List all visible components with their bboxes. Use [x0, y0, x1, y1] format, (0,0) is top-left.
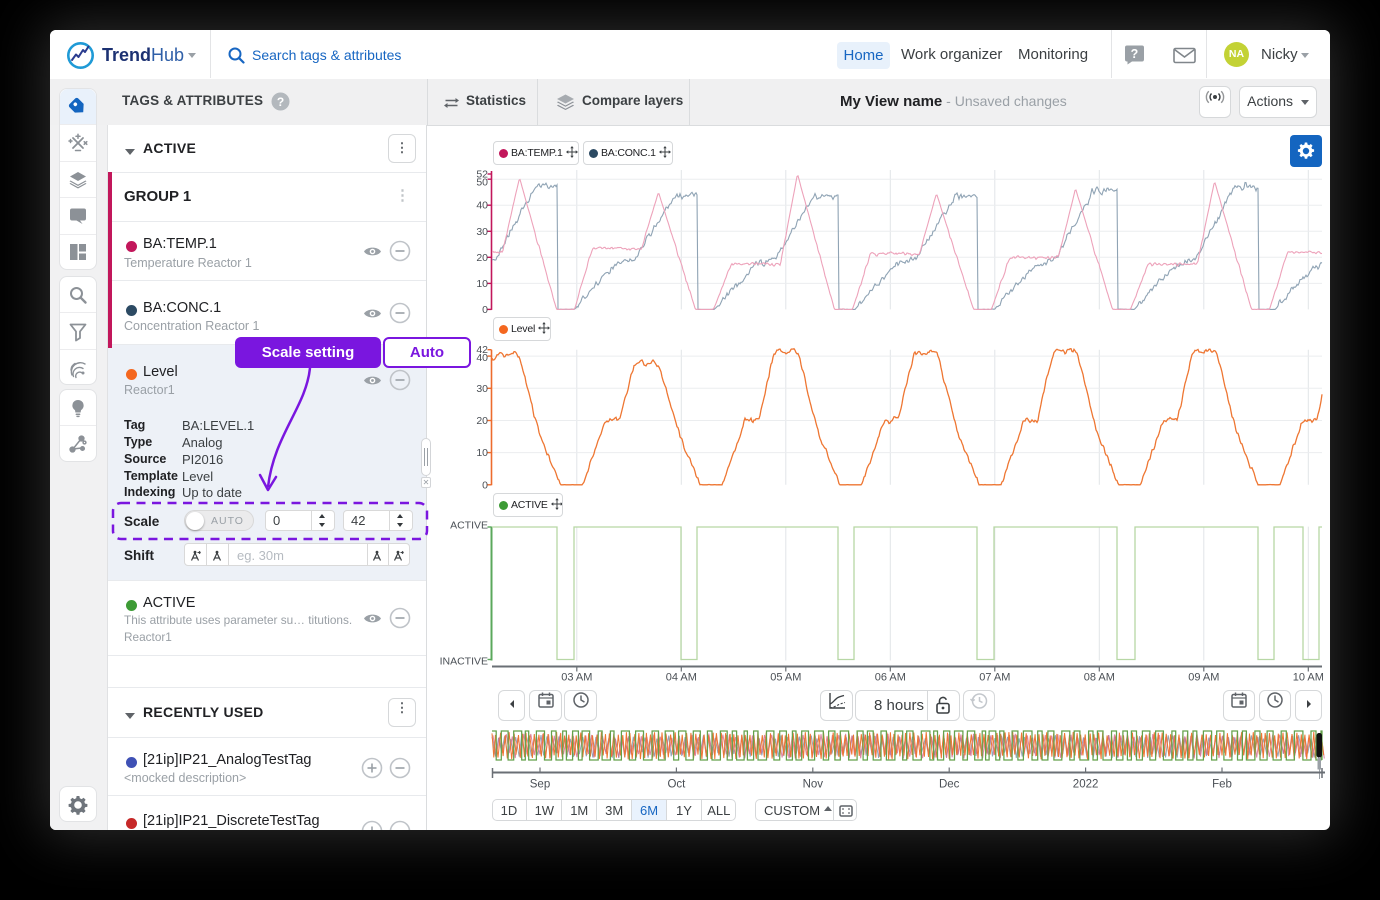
svg-text:20: 20	[476, 415, 488, 427]
svg-text:03 AM: 03 AM	[561, 672, 592, 684]
svg-text:10: 10	[476, 278, 488, 290]
svg-text:Nov: Nov	[803, 779, 824, 791]
svg-text:42: 42	[476, 344, 488, 356]
svg-text:Feb: Feb	[1212, 779, 1232, 791]
svg-text:40: 40	[476, 200, 488, 212]
svg-text:?: ?	[1131, 47, 1139, 61]
svg-text:52: 52	[476, 169, 488, 181]
svg-text:10 AM: 10 AM	[1293, 672, 1324, 684]
svg-text:50: 50	[476, 177, 488, 189]
svg-text:09 AM: 09 AM	[1188, 672, 1219, 684]
svg-text:20: 20	[476, 252, 488, 264]
svg-text:INACTIVE: INACTIVE	[440, 656, 488, 668]
svg-text:40: 40	[476, 352, 488, 364]
svg-text:0: 0	[482, 304, 488, 316]
svg-text:?: ?	[277, 95, 284, 109]
svg-text:0: 0	[482, 479, 488, 491]
svg-text:10: 10	[476, 447, 488, 459]
svg-text:ACTIVE: ACTIVE	[450, 520, 488, 532]
svg-text:08 AM: 08 AM	[1084, 672, 1115, 684]
svg-text:30: 30	[476, 226, 488, 238]
svg-text:2022: 2022	[1073, 779, 1099, 791]
svg-text:Dec: Dec	[939, 779, 960, 791]
svg-text:05 AM: 05 AM	[770, 672, 801, 684]
svg-text:Oct: Oct	[667, 779, 686, 791]
svg-text:07 AM: 07 AM	[979, 672, 1010, 684]
svg-text:30: 30	[476, 383, 488, 395]
svg-text:06 AM: 06 AM	[875, 672, 906, 684]
svg-text:Sep: Sep	[530, 779, 550, 791]
svg-text:04 AM: 04 AM	[666, 672, 697, 684]
